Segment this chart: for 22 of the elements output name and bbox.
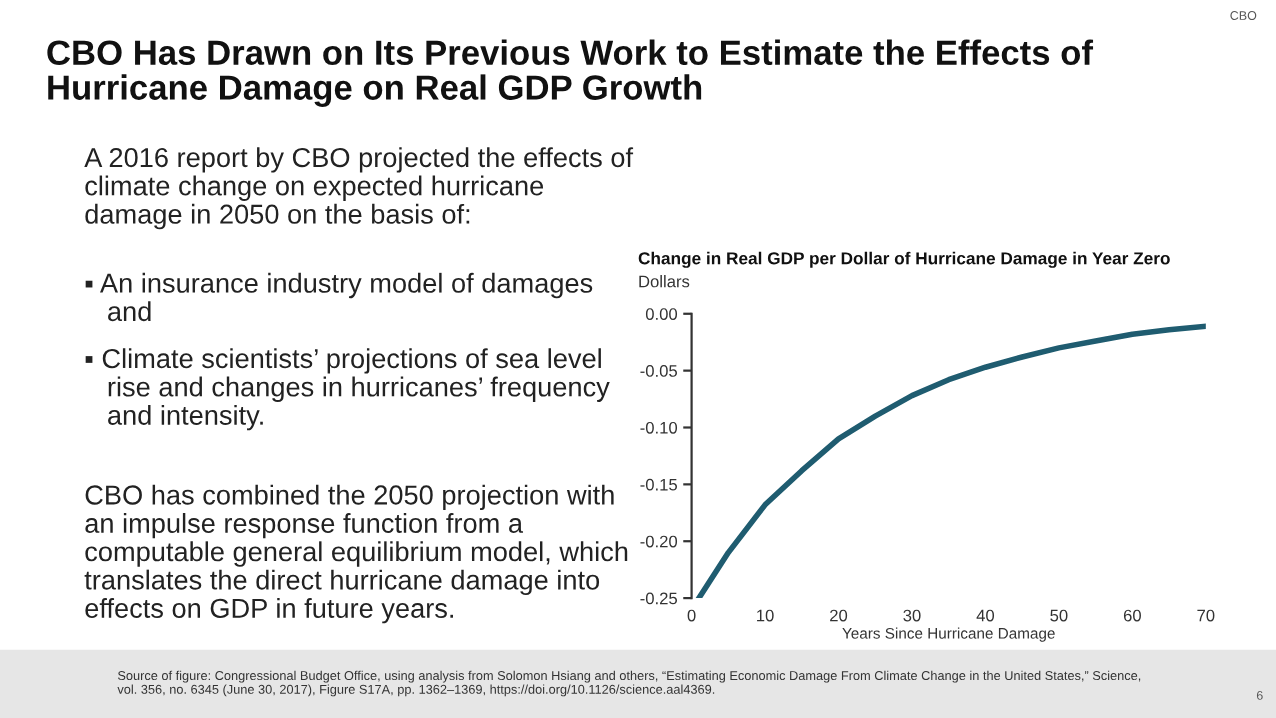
y-tick-label: -0.05 (640, 365, 678, 377)
x-tick-label: 20 (830, 609, 848, 622)
y-tick-label: 0.00 (645, 308, 678, 320)
chart-title: Change in Real GDP per Dollar of Hurricane Damage in Year Zero (638, 251, 1170, 268)
text: CBO Has Drawn on Its Previous Work to Estimate the Effects of Hurricane Damage on Real GDP Growth (47, 39, 1094, 107)
y-tick-label: -0.20 (640, 535, 678, 548)
y-tick-label: -0.25 (640, 592, 678, 605)
x-tick-label: 60 (1123, 609, 1141, 622)
x-tick-label: 50 (1050, 609, 1068, 622)
text: CBO has combined the 2050 projection with an impulse response function from a computable general equilibrium model, which translates the direct hurricane damage into effects on GDP in future years. (84, 484, 628, 624)
x-tick-label: 40 (976, 609, 995, 622)
y-tick-label: -0.10 (640, 421, 678, 434)
x-tick-label: 0 (687, 609, 696, 622)
text: A 2016 report by CBO projected the effects of climate change on expected hurricane damage in 2050 on the basis of: (84, 147, 634, 230)
x-tick-label: 10 (757, 609, 774, 622)
y-tick-label: -0.15 (640, 478, 678, 491)
line-series (696, 323, 1206, 599)
x-tick-label: 30 (903, 609, 921, 622)
text: ▪ Climate scientists’ projections of sea level rise and changes in hurricanes’ frequency and intensity. (85, 348, 610, 431)
x-tick-label: 70 (1197, 609, 1215, 622)
chart-subtitle: Dollars (639, 275, 690, 288)
text: ▪ An insurance industry model of damages and (85, 272, 593, 322)
